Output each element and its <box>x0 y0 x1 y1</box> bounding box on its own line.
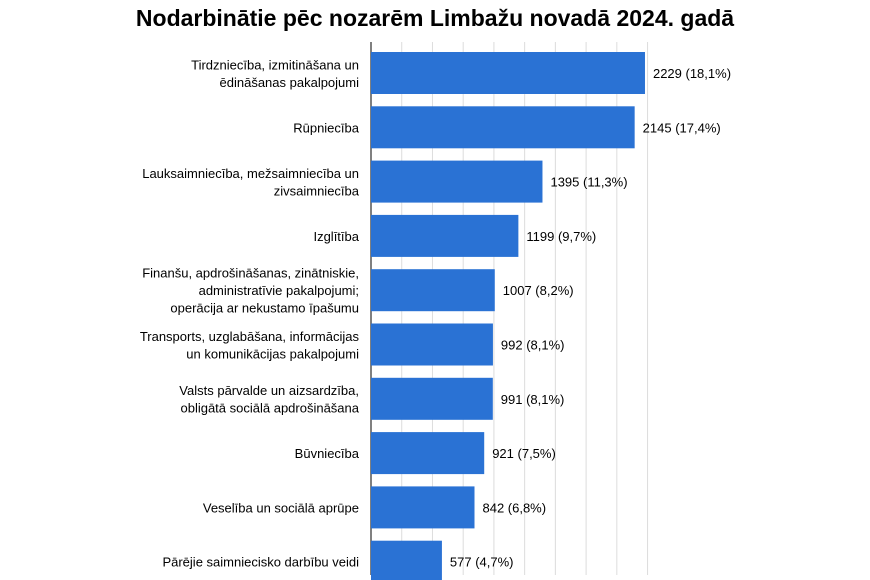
category-label: Izglītība <box>313 229 359 244</box>
value-label: 1007 (8,2%) <box>503 283 574 298</box>
value-label: 2229 (18,1%) <box>653 66 731 81</box>
value-label: 577 (4,7%) <box>450 555 514 570</box>
chart-title: Nodarbinātie pēc nozarēm Limbažu novadā … <box>135 5 735 31</box>
category-label: Tirdzniecība, izmitināšana un ēdināšanas … <box>191 57 359 90</box>
value-label: 992 (8,1%) <box>501 338 565 353</box>
bar <box>371 323 493 366</box>
bar <box>371 52 645 94</box>
value-label: 842 (6,8%) <box>482 500 546 515</box>
bar <box>371 160 543 203</box>
value-label: 2145 (17,4%) <box>643 120 721 135</box>
category-label: Būvniecība <box>295 446 360 461</box>
category-labels: Tirdzniecība, izmitināšana un ēdināšanas … <box>140 57 360 569</box>
bar <box>371 377 493 420</box>
bar <box>371 432 485 475</box>
bar <box>371 106 635 149</box>
value-label: 921 (7,5%) <box>492 446 556 461</box>
category-label: Valsts pārvalde un aizsardzība, obligātā … <box>179 383 359 416</box>
bar <box>371 486 475 529</box>
category-label: Pārējie saimniecisko darbību veidi <box>162 555 359 570</box>
category-label: Finanšu, apdrošināšanas, zinātniskie, adm… <box>142 266 359 316</box>
value-labels: 2229 (18,1%) 2145 (17,4%) 1395 (11,3%) 1199… <box>450 66 731 570</box>
bars <box>371 52 645 580</box>
value-label: 991 (8,1%) <box>501 392 565 407</box>
value-label: 1199 (9,7%) <box>526 229 596 244</box>
category-label: Veselība un sociālā aprūpe <box>203 500 359 515</box>
bar <box>371 540 442 580</box>
category-label: Rūpniecība <box>293 120 360 135</box>
bar <box>371 269 495 312</box>
bar <box>371 214 519 257</box>
category-label: Lauksaimniecība, mežsaimniecība un zivsai… <box>142 166 360 199</box>
value-label: 1395 (11,3%) <box>550 175 627 190</box>
category-label: Transports, uzglabāšana, informācijas un … <box>140 329 360 362</box>
